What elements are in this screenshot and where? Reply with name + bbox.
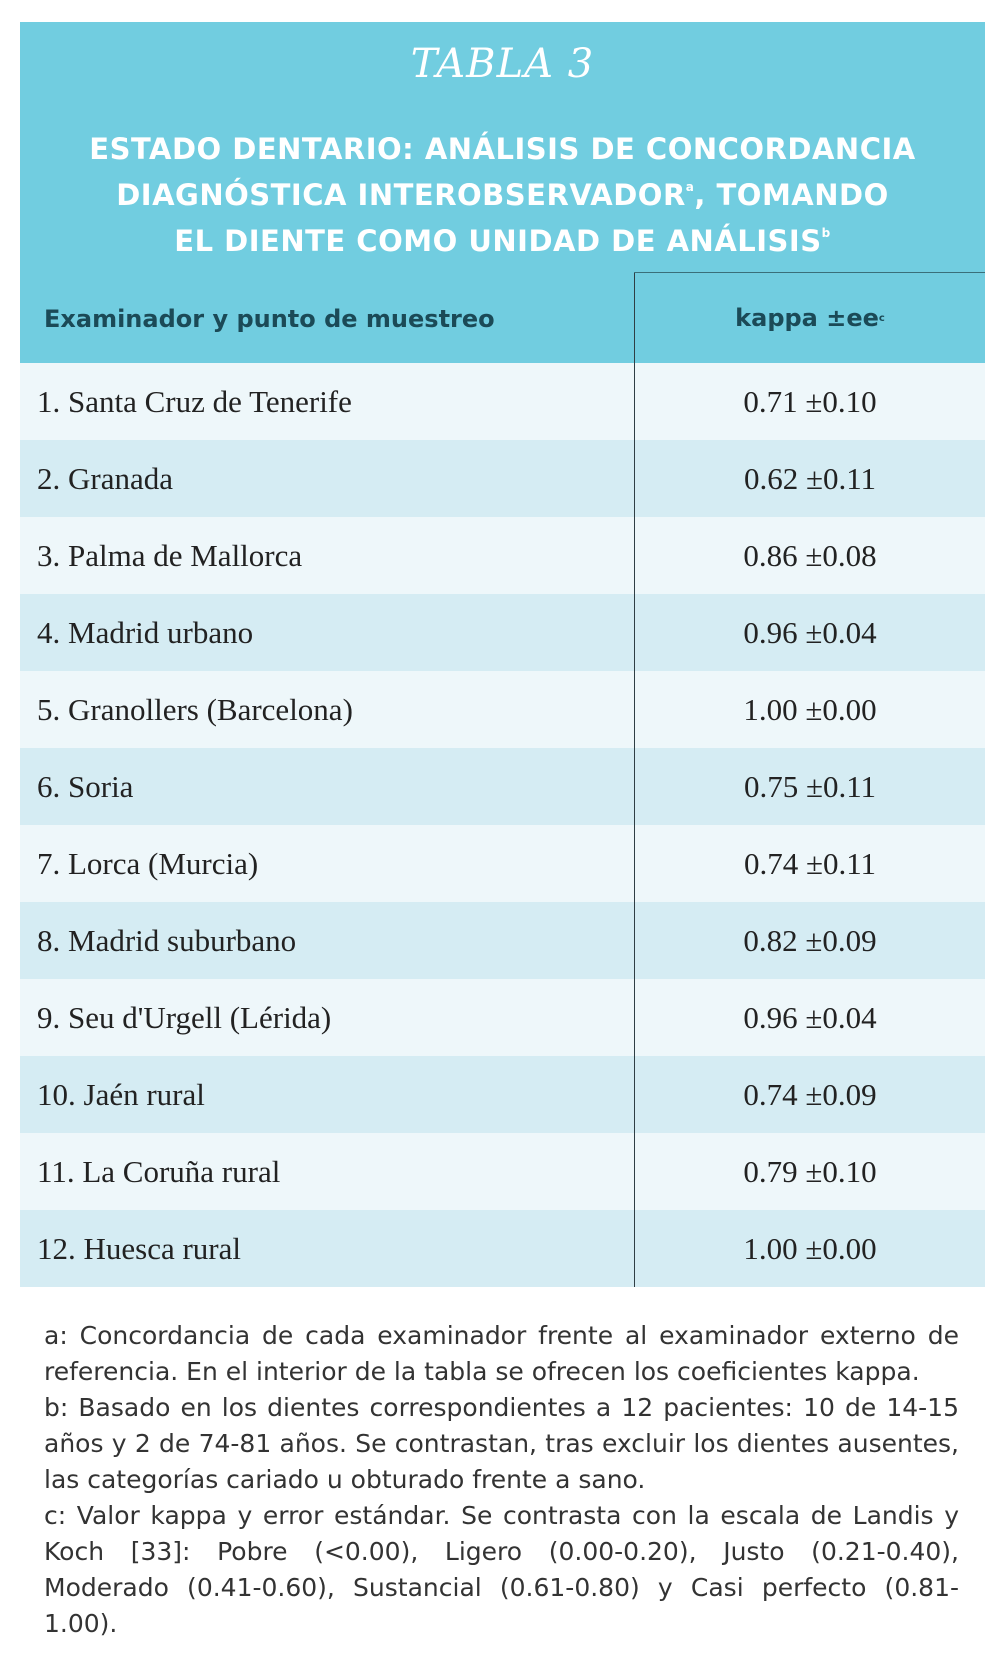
row-label: 3. Palma de Mallorca — [37, 537, 303, 573]
table-body: 1. Santa Cruz de Tenerife 0.71 ±0.10 2. G… — [20, 363, 985, 1287]
row-kappa-value: 0.75 ±0.11 — [634, 748, 985, 825]
table-row: 6. Soria 0.75 ±0.11 — [20, 748, 985, 825]
footnote-b: b: Basado en los dientes correspondiente… — [44, 1393, 959, 1494]
table-header: TABLA 3 ESTADO DENTARIO: ANÁLISIS DE CON… — [20, 22, 985, 272]
row-kappa-value: 0.71 ±0.10 — [634, 363, 985, 440]
row-kappa-value: 0.74 ±0.09 — [634, 1056, 985, 1133]
data-table: TABLA 3 ESTADO DENTARIO: ANÁLISIS DE CON… — [20, 22, 985, 1287]
footnote-marker-c: c — [878, 312, 885, 324]
row-label: 5. Granollers (Barcelona) — [37, 691, 353, 727]
row-label: 6. Soria — [37, 768, 134, 804]
row-label: 10. Jaén rural — [37, 1076, 205, 1112]
footnote-marker-a: a — [685, 180, 695, 194]
table-row: 7. Lorca (Murcia) 0.74 ±0.11 — [20, 825, 985, 902]
column-header-kappa: kappa ±ee c — [634, 273, 985, 363]
row-label: 2. Granada — [37, 460, 173, 496]
table-row: 8. Madrid suburbano 0.82 ±0.09 — [20, 902, 985, 979]
table-row: 9. Seu d'Urgell (Lérida) 0.96 ±0.04 — [20, 979, 985, 1056]
table-row: 10. Jaén rural 0.74 ±0.09 — [20, 1056, 985, 1133]
row-kappa-value: 0.79 ±0.10 — [634, 1133, 985, 1210]
table-row: 11. La Coruña rural 0.79 ±0.10 — [20, 1133, 985, 1210]
row-kappa-value: 1.00 ±0.00 — [634, 671, 985, 748]
footnote-c: c: Valor kappa y error estándar. Se cont… — [44, 1501, 959, 1638]
table-row: 3. Palma de Mallorca 0.86 ±0.08 — [20, 517, 985, 594]
row-kappa-value: 0.82 ±0.09 — [634, 902, 985, 979]
footnote-a: a: Concordancia de cada examinador frent… — [44, 1321, 959, 1386]
title-line-2-text: DIAGNÓSTICA INTEROBSERVADOR — [116, 178, 686, 212]
row-kappa-value: 0.62 ±0.11 — [634, 440, 985, 517]
row-kappa-value: 0.74 ±0.11 — [634, 825, 985, 902]
row-kappa-value: 0.86 ±0.08 — [634, 517, 985, 594]
title-line-3-text: EL DIENTE COMO UNIDAD DE ANÁLISIS — [174, 224, 822, 258]
table-number: TABLA 3 — [410, 41, 595, 87]
kappa-header-text: kappa ±ee — [735, 304, 879, 332]
table-title: ESTADO DENTARIO: ANÁLISIS DE CONCORDANCI… — [20, 130, 985, 260]
table-row: 2. Granada 0.62 ±0.11 — [20, 440, 985, 517]
table-row: 1. Santa Cruz de Tenerife 0.71 ±0.10 — [20, 363, 985, 440]
footnote-marker-b: b — [821, 226, 831, 240]
row-label: 8. Madrid suburbano — [37, 922, 297, 958]
row-label: 11. La Coruña rural — [37, 1153, 281, 1189]
row-label: 4. Madrid urbano — [37, 614, 254, 650]
row-label: 12. Huesca rural — [37, 1230, 241, 1266]
title-line-2-rest: , TOMANDO — [694, 178, 889, 212]
row-label: 9. Seu d'Urgell (Lérida) — [37, 999, 332, 1035]
table-row: 4. Madrid urbano 0.96 ±0.04 — [20, 594, 985, 671]
row-label: 1. Santa Cruz de Tenerife — [37, 383, 352, 419]
table-row: 5. Granollers (Barcelona) 1.00 ±0.00 — [20, 671, 985, 748]
row-kappa-value: 0.96 ±0.04 — [634, 979, 985, 1056]
row-kappa-value: 1.00 ±0.00 — [634, 1210, 985, 1287]
table-footnotes: a: Concordancia de cada examinador frent… — [44, 1318, 959, 1642]
title-line-2: DIAGNÓSTICA INTEROBSERVADORa, TOMANDO — [20, 168, 985, 214]
column-header-examiner: Examinador y punto de muestreo — [20, 272, 634, 363]
title-line-1: ESTADO DENTARIO: ANÁLISIS DE CONCORDANCI… — [89, 132, 916, 166]
table-row: 12. Huesca rural 1.00 ±0.00 — [20, 1210, 985, 1287]
title-line-3: EL DIENTE COMO UNIDAD DE ANÁLISISb — [20, 214, 985, 260]
row-label: 7. Lorca (Murcia) — [37, 845, 259, 881]
row-kappa-value: 0.96 ±0.04 — [634, 594, 985, 671]
column-header-row: Examinador y punto de muestreo kappa ±ee… — [20, 272, 985, 363]
